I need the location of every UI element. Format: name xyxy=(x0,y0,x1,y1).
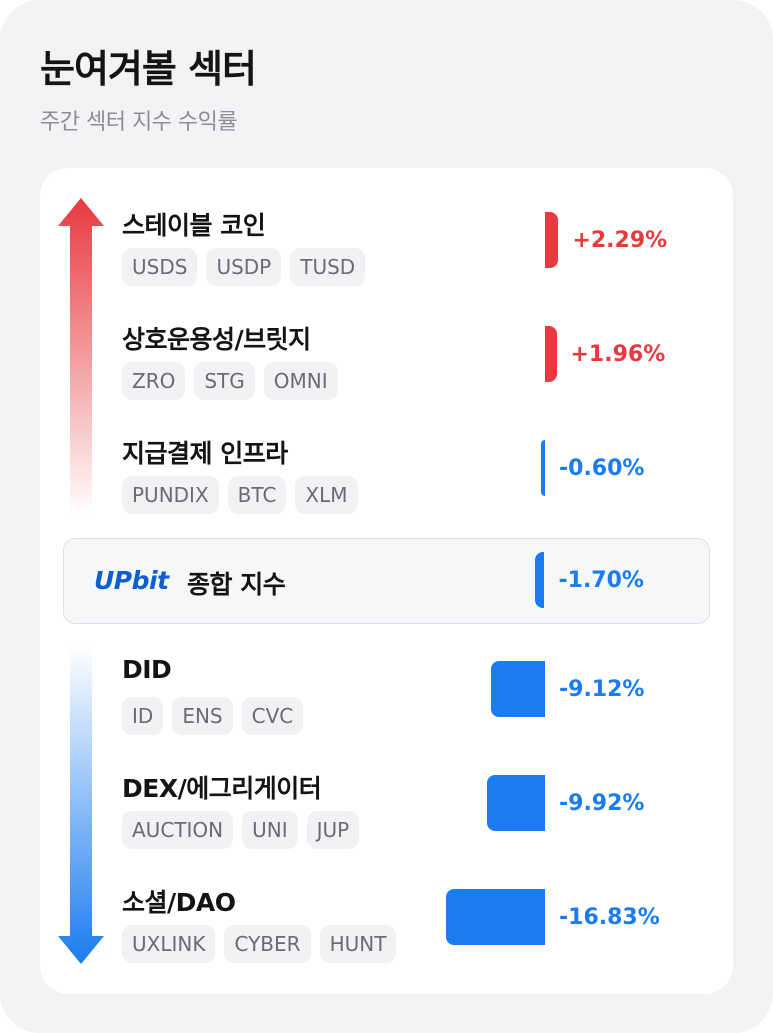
token-chip: AUCTION xyxy=(122,811,234,849)
sector-card: UPbit 종합 지수 -1.70% 스테이블 코인 USDS USDP TUSD +2… xyxy=(40,168,733,994)
token-chips: USDS USDP TUSD xyxy=(122,248,366,286)
sector-name: 스테이블 코인 xyxy=(122,211,266,240)
token-chip: USDS xyxy=(122,248,198,286)
token-chip: CVC xyxy=(241,697,304,735)
sector-name: 소셜/DAO xyxy=(122,888,236,917)
sector-value: -0.60% xyxy=(559,456,645,481)
sector-bar xyxy=(491,661,545,717)
sector-bar xyxy=(486,775,545,831)
index-label: 종합 지수 xyxy=(187,570,286,599)
sector-name: 상호운용성/브릿지 xyxy=(122,325,311,354)
token-chips: AUCTION UNI JUP xyxy=(122,811,360,849)
sector-name: 지급결제 인프라 xyxy=(122,439,288,468)
token-chip: XLM xyxy=(295,476,358,514)
token-chips: ID ENS CVC xyxy=(122,697,304,735)
token-chip: CYBER xyxy=(224,925,311,963)
token-chip: BTC xyxy=(227,476,287,514)
sector-name: DID xyxy=(122,655,172,684)
gradient-up-arrow-icon xyxy=(58,198,104,516)
token-chip: OMNI xyxy=(263,362,338,400)
token-chips: UXLINK CYBER HUNT xyxy=(122,925,397,963)
sector-value: -16.83% xyxy=(559,905,660,930)
sector-value: +1.96% xyxy=(570,342,666,367)
sector-value: -9.92% xyxy=(559,791,645,816)
sector-row: 소셜/DAO UXLINK CYBER HUNT xyxy=(122,883,722,983)
index-value: -1.70% xyxy=(558,567,644,593)
sector-row: DID ID ENS CVC xyxy=(122,655,722,755)
upbit-composite-index: UPbit 종합 지수 -1.70% xyxy=(63,538,710,624)
token-chip: JUP xyxy=(306,811,360,849)
token-chip: PUNDIX xyxy=(122,476,219,514)
sector-value: +2.29% xyxy=(572,228,668,253)
token-chip: USDP xyxy=(206,248,282,286)
token-chip: STG xyxy=(194,362,255,400)
upbit-logo: UPbit xyxy=(94,566,169,595)
sector-row: 지급결제 인프라 PUNDIX BTC XLM xyxy=(122,434,722,534)
token-chip: ENS xyxy=(172,697,233,735)
sector-value: -9.12% xyxy=(559,677,645,702)
sector-row: DEX/에그리게이터 AUCTION UNI JUP xyxy=(122,769,722,869)
token-chip: ID xyxy=(122,697,164,735)
index-bar xyxy=(534,551,545,608)
token-chip: UNI xyxy=(242,811,298,849)
token-chips: ZRO STG OMNI xyxy=(122,362,338,400)
sector-bar xyxy=(545,212,559,268)
token-chip: UXLINK xyxy=(122,925,216,963)
sector-name: DEX/에그리게이터 xyxy=(122,774,322,803)
sector-bar xyxy=(541,440,545,496)
token-chip: ZRO xyxy=(122,362,186,400)
sector-bar xyxy=(446,889,545,945)
page-title: 눈여겨볼 섹터 xyxy=(40,47,257,91)
token-chip: TUSD xyxy=(290,248,366,286)
sector-row: 스테이블 코인 USDS USDP TUSD xyxy=(122,206,722,306)
token-chip: HUNT xyxy=(319,925,397,963)
sector-bar xyxy=(545,326,557,382)
gradient-down-arrow-icon xyxy=(58,646,104,964)
page-subtitle: 주간 섹터 지수 수익률 xyxy=(40,110,238,135)
sector-row: 상호운용성/브릿지 ZRO STG OMNI xyxy=(122,320,722,420)
token-chips: PUNDIX BTC XLM xyxy=(122,476,358,514)
